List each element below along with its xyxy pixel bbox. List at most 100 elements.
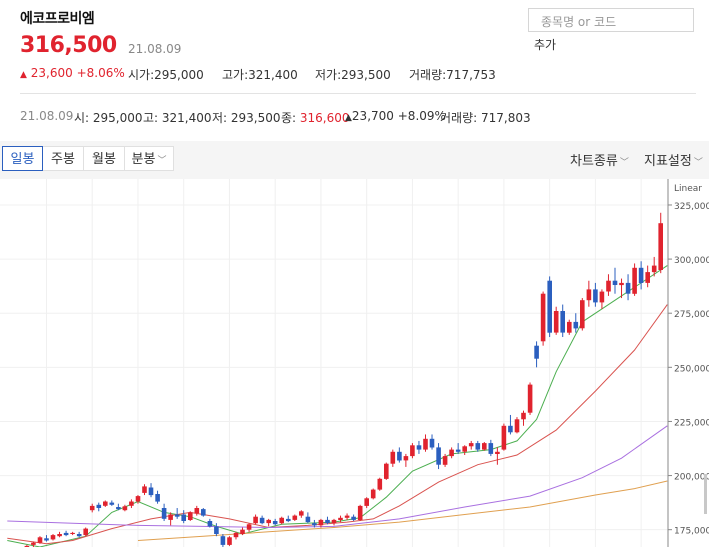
candle-body bbox=[24, 545, 30, 547]
candle-body bbox=[253, 516, 258, 524]
candle-body bbox=[109, 502, 115, 505]
candle-body bbox=[658, 223, 663, 270]
ohlc-high-label: 고 bbox=[143, 111, 155, 125]
ohlc-close-label: 종 bbox=[281, 111, 293, 125]
ohlc-open-value: 295,000 bbox=[92, 111, 143, 125]
candle-body bbox=[475, 443, 481, 450]
ohlc-close: 종: 316,600 bbox=[281, 111, 350, 125]
axis-tick-label: 200,000 bbox=[674, 473, 709, 483]
change-amount: 23,600 bbox=[30, 66, 73, 80]
open-value: 295,000 bbox=[154, 68, 204, 82]
candle-body bbox=[96, 504, 102, 508]
candle-body bbox=[148, 487, 154, 496]
candle-body bbox=[31, 542, 36, 545]
add-button[interactable]: 추가 bbox=[534, 38, 557, 52]
ohlc-low: 저: 293,500 bbox=[212, 111, 281, 125]
candle-body bbox=[586, 289, 592, 301]
candle-body bbox=[410, 445, 415, 457]
candles bbox=[24, 212, 663, 547]
price-change: ▲ 23,600 +8.06% bbox=[20, 66, 125, 80]
axis-tick-label: 300,000 bbox=[674, 256, 709, 266]
tab-weekly[interactable]: 주봉 bbox=[42, 146, 84, 171]
candle-body bbox=[338, 517, 343, 520]
candle-body bbox=[116, 507, 121, 510]
candle-body bbox=[612, 280, 618, 285]
ohlc-change: ▲23,700 +8.09% bbox=[345, 109, 446, 123]
candle-body bbox=[468, 443, 474, 447]
candle-body bbox=[299, 511, 304, 516]
tab-minute[interactable]: 분봉 ﹀ bbox=[124, 146, 174, 171]
indicator-settings-dropdown[interactable]: 지표설정 ﹀ bbox=[644, 150, 703, 169]
candle-body bbox=[129, 501, 134, 506]
ma-line-20 bbox=[7, 304, 668, 545]
tab-minute-label: 분봉 bbox=[131, 152, 156, 167]
candle-body bbox=[292, 515, 298, 520]
scale-label: Linear bbox=[674, 184, 702, 194]
low-value: 293,500 bbox=[341, 68, 391, 82]
candle-body bbox=[416, 445, 422, 450]
low-label: 저가 bbox=[315, 68, 338, 82]
open-label: 시가 bbox=[128, 68, 151, 82]
candle-body bbox=[174, 514, 180, 517]
divider bbox=[20, 93, 696, 94]
price-date: 21.08.09 bbox=[128, 42, 182, 56]
ohlc-open-label: 시 bbox=[74, 111, 86, 125]
candlestick-chart[interactable]: Linear 175,000 200,000 225,000 250,000 275,0… bbox=[0, 179, 709, 547]
candle-body bbox=[357, 505, 363, 520]
volume-value: 717,753 bbox=[446, 68, 496, 82]
candle-body bbox=[318, 519, 324, 526]
chart-type-dropdown[interactable]: 차트종류 ﹀ bbox=[570, 150, 629, 169]
candle-body bbox=[181, 514, 186, 521]
candle-body bbox=[266, 519, 271, 524]
candle-body bbox=[161, 508, 167, 519]
candle-body bbox=[403, 456, 409, 461]
candle-body bbox=[207, 521, 213, 527]
candle-body bbox=[344, 515, 350, 518]
search-input[interactable]: 종목명 or 코드 bbox=[528, 8, 694, 32]
ohlc-volume: 거래량: 717,803 bbox=[440, 111, 531, 125]
scrollbar[interactable] bbox=[704, 474, 707, 514]
volume-label: 거래량 bbox=[409, 68, 443, 82]
candle-body bbox=[632, 267, 637, 294]
candle-body bbox=[351, 516, 356, 520]
candle-body bbox=[573, 321, 579, 329]
candle-body bbox=[201, 509, 206, 516]
candle-body bbox=[508, 425, 513, 433]
candle-body bbox=[370, 489, 376, 499]
candle-body bbox=[606, 280, 611, 292]
candle-body bbox=[527, 384, 533, 413]
chart-toolbar: 일봉 주봉 월봉 분봉 ﹀ 차트종류 ﹀ 지표설정 ﹀ bbox=[0, 141, 709, 179]
candle-body bbox=[534, 345, 539, 359]
candle-body bbox=[455, 449, 461, 452]
candle-body bbox=[540, 293, 546, 342]
candle-body bbox=[279, 517, 284, 524]
candle-body bbox=[625, 282, 631, 294]
candle-body bbox=[495, 451, 500, 454]
candle-body bbox=[580, 300, 585, 329]
change-percent: +8.06% bbox=[76, 66, 125, 80]
candle-body bbox=[194, 508, 200, 514]
candle-body bbox=[651, 265, 657, 273]
candle-body bbox=[63, 532, 69, 536]
stock-name: 에코프로비엠 bbox=[20, 11, 95, 27]
candle-body bbox=[135, 496, 141, 502]
tab-monthly[interactable]: 월봉 bbox=[83, 146, 125, 171]
low-info: 저가:293,500 bbox=[315, 68, 391, 82]
ma-line-60 bbox=[7, 425, 668, 529]
candle-body bbox=[593, 289, 598, 303]
candle-body bbox=[286, 518, 291, 522]
high-value: 321,400 bbox=[248, 68, 298, 82]
candle-body bbox=[384, 463, 389, 479]
candle-body bbox=[521, 412, 526, 420]
candle-body bbox=[233, 532, 239, 538]
candle-body bbox=[122, 506, 128, 511]
grid bbox=[0, 179, 668, 547]
ohlc-high: 고: 321,400 bbox=[143, 111, 212, 125]
candle-body bbox=[103, 501, 108, 506]
candle-body bbox=[547, 280, 552, 333]
tab-daily[interactable]: 일봉 bbox=[2, 146, 43, 171]
candle-body bbox=[155, 494, 160, 502]
candle-body bbox=[168, 514, 173, 520]
candle-body bbox=[220, 536, 226, 545]
ohlc-change-amount: 23,700 bbox=[351, 109, 394, 123]
